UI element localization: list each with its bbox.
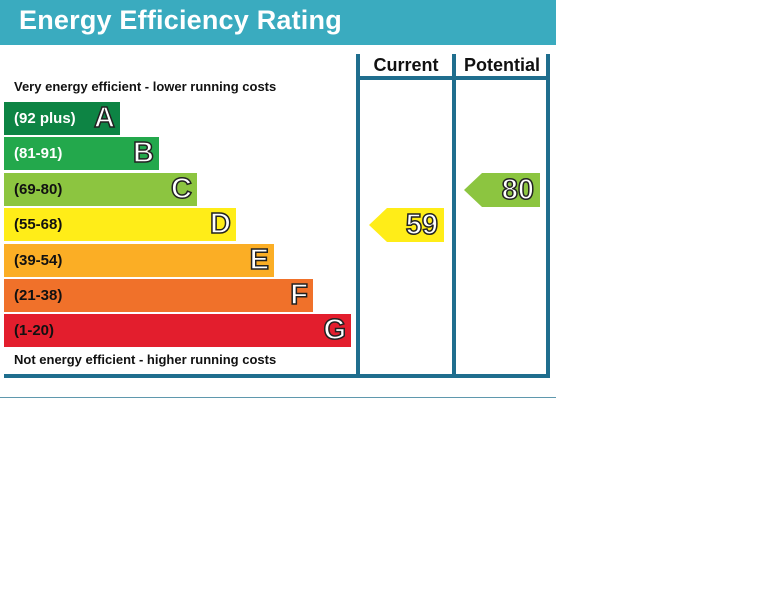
frame-divider-left (356, 54, 360, 378)
band-letter-label: C (170, 172, 192, 206)
band-range-label: (92 plus) (14, 110, 76, 127)
band-range-label: (81-91) (14, 145, 63, 162)
frame-header-rule (358, 76, 550, 80)
band-a: (92 plus) A (4, 101, 120, 135)
band-letter-label: D (209, 207, 231, 241)
potential-arrow-shape (464, 173, 540, 207)
band-letter-label: A (93, 101, 115, 135)
band-range-label: (69-80) (14, 181, 63, 198)
band-letter-label: F (290, 278, 309, 312)
potential-rating-value: 80 (501, 173, 535, 207)
band-e: (39-54) E (4, 243, 274, 277)
frame-divider-right (546, 54, 550, 378)
band-letter-label: E (249, 243, 270, 277)
frame-bottom-rule (4, 374, 550, 378)
efficient-caption: Very energy efficient - lower running co… (14, 79, 277, 94)
band-c: (69-80) C (4, 172, 197, 206)
current-arrow-shape (369, 208, 444, 242)
current-column-header: Current (373, 55, 439, 75)
band-range-label: (21-38) (14, 287, 63, 304)
chart-title: Energy Efficiency Rating (19, 5, 342, 35)
bottom-rule (0, 397, 556, 398)
band-f: (21-38) F (4, 278, 313, 312)
potential-rating-marker: 80 (464, 173, 540, 207)
band-range-label: (39-54) (14, 252, 63, 269)
current-rating-value: 59 (405, 208, 439, 242)
band-b: (81-91) B (4, 136, 159, 170)
band-letter-label: G (323, 313, 347, 347)
frame-divider-middle (452, 54, 456, 378)
band-d: (55-68) D (4, 207, 236, 241)
inefficient-caption: Not energy efficient - higher running co… (14, 352, 277, 367)
band-g: (1-20) G (4, 313, 351, 347)
band-letter-label: B (132, 136, 154, 170)
title-bar: Energy Efficiency Rating (0, 0, 556, 45)
band-range-label: (1-20) (14, 322, 55, 339)
potential-column-header: Potential (463, 55, 540, 75)
current-rating-marker: 59 (369, 208, 444, 242)
band-range-label: (55-68) (14, 216, 63, 233)
